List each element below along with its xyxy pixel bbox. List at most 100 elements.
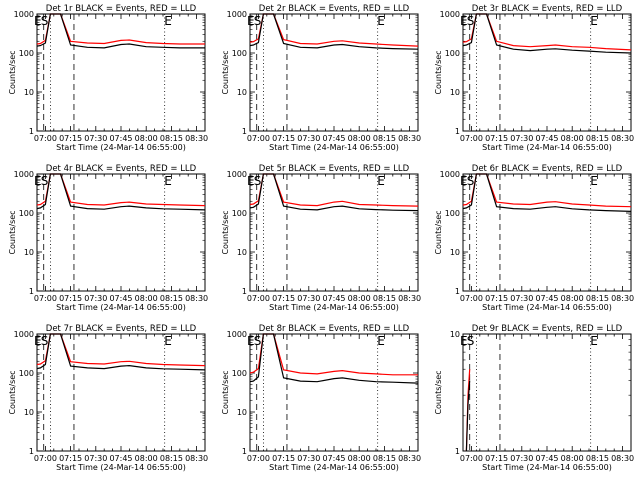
x-tick-label: 08:15 (586, 134, 609, 143)
y-tick-label: 10 (24, 248, 34, 257)
event-marker-label: E (164, 174, 172, 188)
x-tick-label: 08:30 (185, 134, 208, 143)
y-tick-label: 1000 (14, 170, 34, 179)
chart-title: Det 1r BLACK = Events, RED = LLD (46, 4, 197, 14)
x-axis-label: Start Time (24-Mar-14 06:55:00) (482, 463, 612, 472)
event-marker-label: E (460, 334, 468, 348)
x-tick-label: 08:00 (561, 294, 584, 303)
y-tick-label: 1 (242, 127, 247, 136)
x-tick-label: 08:15 (373, 294, 396, 303)
y-tick-label: 1000 (440, 10, 460, 19)
event-marker-label: S (254, 334, 262, 348)
x-tick-label: 07:45 (109, 294, 132, 303)
x-tick-label: 07:30 (84, 454, 107, 463)
y-axis-label: Counts/sec (434, 210, 443, 254)
x-tick-label: 07:00 (460, 454, 483, 463)
x-tick-label: 08:00 (135, 454, 158, 463)
y-tick-label: 100 (445, 209, 460, 218)
event-marker-label: S (41, 334, 49, 348)
y-tick-label: 1 (455, 447, 460, 456)
x-tick-label: 07:30 (297, 294, 320, 303)
y-tick-label: 1 (455, 127, 460, 136)
y-axis-label: Counts/sec (8, 370, 17, 414)
chart-panel: Det 7r BLACK = Events, RED = LLD 07:00 07:… (0, 320, 213, 480)
event-marker-label: E (460, 174, 468, 188)
chart-panel: Det 6r BLACK = Events, RED = LLD 07:00 07:… (426, 160, 639, 320)
y-tick-label: 100 (445, 49, 460, 58)
event-marker-label: E (34, 174, 42, 188)
event-marker-label: E (164, 334, 172, 348)
event-marker-label: S (41, 174, 49, 188)
event-marker-label: S (467, 174, 475, 188)
x-tick-label: 08:30 (185, 454, 208, 463)
series-line (465, 380, 471, 452)
plot-frame (249, 13, 419, 132)
x-axis-label: Start Time (24-Mar-14 06:55:00) (482, 303, 612, 312)
y-tick-label: 10 (24, 408, 34, 417)
x-tick-label: 08:30 (185, 294, 208, 303)
x-axis-label: Start Time (24-Mar-14 06:55:00) (56, 303, 186, 312)
series-line (249, 333, 419, 384)
series-line (249, 333, 418, 376)
y-tick-label: 100 (232, 369, 247, 378)
x-tick-label: 07:45 (322, 454, 345, 463)
event-marker-label: E (590, 14, 598, 28)
x-tick-label: 08:00 (348, 454, 371, 463)
x-tick-label: 07:45 (322, 294, 345, 303)
y-tick-label: 100 (232, 49, 247, 58)
plot-frame (249, 173, 419, 292)
x-tick-label: 07:30 (84, 294, 107, 303)
y-tick-label: 10 (450, 248, 460, 257)
x-tick-label: 08:00 (135, 294, 158, 303)
y-tick-label: 100 (19, 209, 34, 218)
chart-title: Det 8r BLACK = Events, RED = LLD (259, 324, 410, 334)
chart-panel: Det 8r BLACK = Events, RED = LLD 07:00 07:… (213, 320, 426, 480)
x-tick-label: 07:00 (247, 294, 270, 303)
x-tick-label: 08:15 (160, 294, 183, 303)
x-tick-label: 08:00 (348, 134, 371, 143)
series-line (462, 13, 632, 54)
y-axis-label: Counts/sec (221, 370, 230, 414)
x-tick-label: 08:30 (398, 294, 421, 303)
series-line (462, 173, 632, 212)
x-tick-label: 08:15 (373, 134, 396, 143)
x-tick-label: 07:00 (34, 134, 57, 143)
plot-frame (462, 333, 632, 452)
chart-panel: Det 9r BLACK = Events, RED = LLD 07:00 07:… (426, 320, 639, 480)
chart-title: Det 2r BLACK = Events, RED = LLD (259, 4, 410, 14)
x-tick-label: 07:30 (510, 454, 533, 463)
x-axis-label: Start Time (24-Mar-14 06:55:00) (269, 303, 399, 312)
event-marker-label: E (590, 174, 598, 188)
y-tick-label: 100 (19, 369, 34, 378)
x-tick-label: 08:30 (398, 454, 421, 463)
event-marker-label: E (34, 334, 42, 348)
chart-title: Det 3r BLACK = Events, RED = LLD (472, 4, 623, 14)
x-tick-label: 08:00 (561, 134, 584, 143)
event-marker-label: E (377, 174, 385, 188)
chart-svg: Det 7r BLACK = Events, RED = LLD 07:00 07:… (8, 324, 208, 472)
series-line (36, 333, 206, 371)
event-marker-label: S (254, 14, 262, 28)
x-tick-label: 08:30 (611, 294, 634, 303)
y-tick-label: 1 (29, 127, 34, 136)
chart-title: Det 7r BLACK = Events, RED = LLD (46, 324, 197, 334)
x-tick-label: 08:15 (586, 454, 609, 463)
y-tick-label: 1000 (14, 330, 34, 339)
x-tick-label: 08:30 (611, 454, 634, 463)
x-tick-label: 08:00 (135, 134, 158, 143)
event-marker-label: E (164, 14, 172, 28)
y-tick-label: 1 (29, 447, 34, 456)
y-axis-label: Counts/sec (8, 50, 17, 94)
y-tick-label: 1000 (14, 10, 34, 19)
x-tick-label: 07:00 (34, 454, 57, 463)
y-axis-label: Counts/sec (221, 210, 230, 254)
x-tick-label: 07:15 (272, 454, 295, 463)
plot-frame (462, 13, 632, 132)
y-tick-label: 1000 (227, 330, 247, 339)
event-marker-label: S (467, 334, 475, 348)
